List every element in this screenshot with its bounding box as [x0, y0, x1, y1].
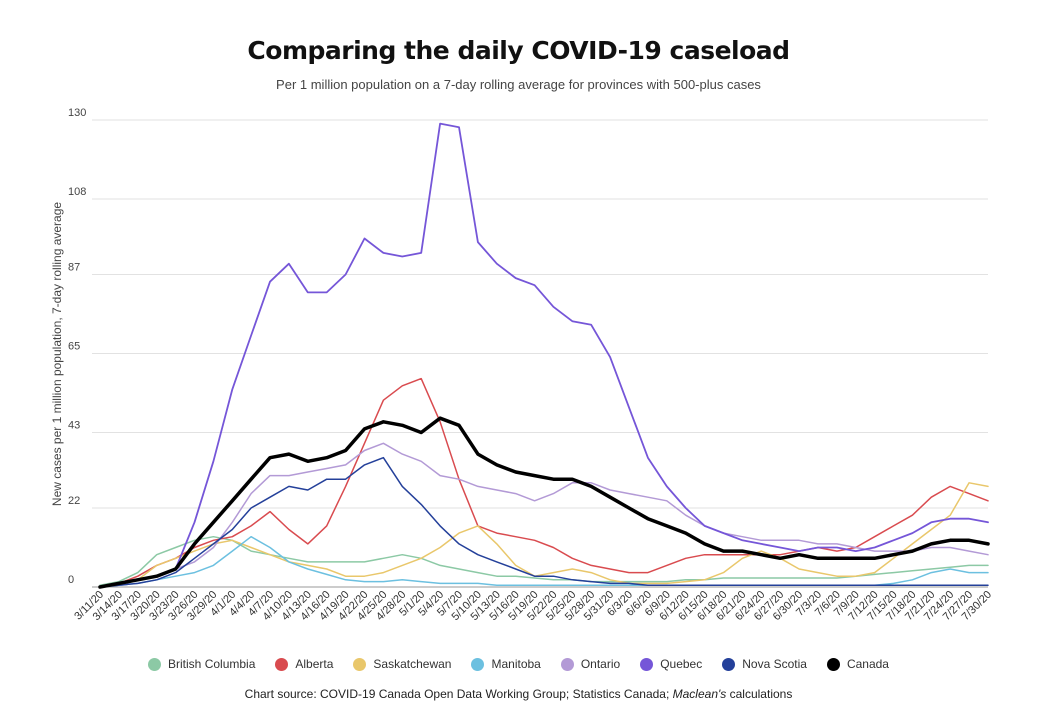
- legend-label: Saskatchewan: [373, 657, 452, 672]
- legend-label: Ontario: [580, 657, 621, 672]
- series-line-ontario: [99, 442, 989, 588]
- series-line-british-columbia: [99, 535, 989, 586]
- legend-label: British Columbia: [168, 657, 256, 672]
- source-prefix: Chart source: COVID-19 Canada Open Data …: [244, 687, 673, 701]
- legend-item: Quebec: [640, 656, 702, 671]
- series-line-quebec: [99, 122, 989, 588]
- legend-swatch: [471, 657, 485, 671]
- legend-swatch: [353, 657, 367, 671]
- legend-item: Manitoba: [471, 656, 541, 672]
- y-tick-label: 43: [68, 420, 80, 432]
- legend-swatch: [722, 657, 736, 671]
- legend-swatch: [560, 657, 574, 671]
- series-line-saskatchewan: [99, 482, 989, 588]
- legend-item: British Columbia: [148, 656, 255, 671]
- source-publication: Maclean's: [672, 687, 727, 701]
- legend-item: Ontario: [560, 656, 621, 672]
- legend-label: Quebec: [660, 657, 703, 672]
- y-tick-label: 65: [68, 341, 80, 353]
- chart-legend: British Columbia Alberta Saskatchewan Manit…: [0, 656, 1037, 671]
- chart-subtitle: Per 1 million population on a 7-day roll…: [276, 77, 761, 92]
- legend-swatch: [275, 657, 289, 671]
- y-tick-label: 108: [68, 186, 86, 198]
- chart-source: Chart source: COVID-19 Canada Open Data …: [0, 687, 1037, 701]
- legend-item: Canada: [826, 656, 889, 672]
- y-tick-label: 130: [68, 107, 86, 119]
- y-tick-label: 0: [68, 574, 74, 586]
- series-line-nova-scotia: [99, 456, 989, 588]
- source-suffix: calculations: [726, 687, 793, 701]
- y-tick-label: 22: [68, 495, 80, 507]
- chart-title: Comparing the daily COVID-19 caseload: [247, 36, 790, 65]
- legend-label: Canada: [846, 657, 889, 672]
- series-line-alberta: [99, 377, 989, 588]
- legend-label: Nova Scotia: [742, 657, 807, 672]
- legend-swatch: [640, 657, 654, 671]
- legend-item: Nova Scotia: [722, 656, 807, 671]
- legend-swatch: [148, 657, 162, 671]
- legend-label: Manitoba: [491, 657, 541, 672]
- series-line-canada: [98, 416, 990, 589]
- legend-label: Alberta: [295, 657, 334, 672]
- legend-swatch: [826, 657, 840, 671]
- legend-item: Saskatchewan: [353, 656, 451, 671]
- legend-item: Alberta: [275, 656, 333, 671]
- y-tick-label: 87: [68, 261, 80, 273]
